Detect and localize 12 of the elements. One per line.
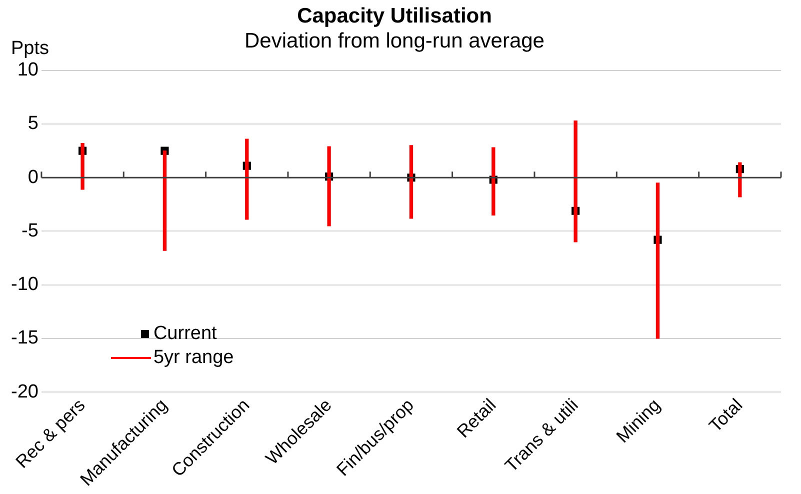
y-tick-label: -20 bbox=[10, 381, 38, 402]
y-tick-label: 10 bbox=[17, 60, 38, 81]
y-tick-label: 5 bbox=[28, 113, 38, 134]
chart-subtitle: Deviation from long-run average bbox=[244, 30, 544, 53]
y-tick-label: -5 bbox=[22, 220, 38, 242]
y-tick-label: -10 bbox=[10, 274, 38, 296]
y-tick-label: -15 bbox=[10, 328, 38, 349]
legend-label: Current bbox=[153, 323, 217, 346]
chart-title: Capacity Utilisation bbox=[297, 4, 492, 28]
y-tick-label: 0 bbox=[28, 166, 38, 188]
legend-label: 5yr range bbox=[153, 347, 234, 370]
y-axis-title: Ppts bbox=[10, 38, 50, 60]
